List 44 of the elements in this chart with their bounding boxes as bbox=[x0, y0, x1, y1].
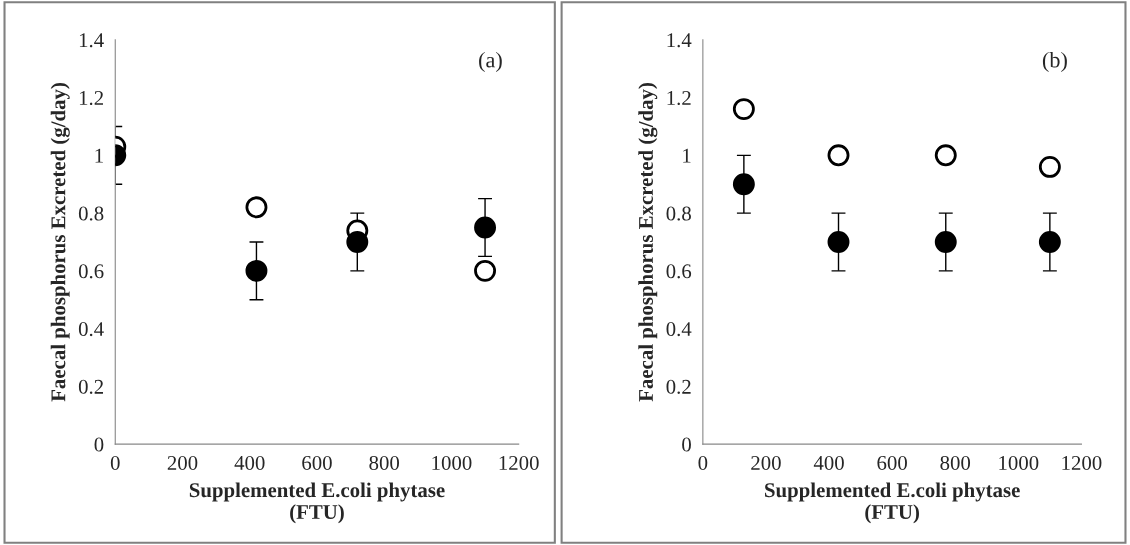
x-tick-label: 200 bbox=[751, 455, 781, 470]
y-tick-label: 1.2 bbox=[79, 90, 103, 106]
x-tick-label: 0 bbox=[698, 455, 708, 470]
y-tick-label: 1.2 bbox=[667, 90, 691, 106]
point bbox=[827, 144, 850, 167]
y-tick-label: 1.4 bbox=[667, 33, 692, 48]
x-tick-label: 800 bbox=[940, 455, 971, 470]
y-tick-label: 0.6 bbox=[78, 264, 104, 279]
x-tick-label: 400 bbox=[234, 455, 265, 470]
x-tick-label: 1000 bbox=[432, 455, 472, 470]
x-axis-title: Supplemented E.coli phytase (FTU) bbox=[765, 482, 1020, 524]
point bbox=[732, 98, 755, 121]
point bbox=[934, 144, 957, 167]
y-tick-label: 1 bbox=[95, 148, 103, 163]
point bbox=[934, 231, 957, 253]
y-tick-label: 0.2 bbox=[78, 379, 103, 394]
y-tick-label: 0.8 bbox=[78, 206, 104, 221]
x-tick-label: 0 bbox=[110, 455, 120, 470]
y-tick-label: 1.4 bbox=[79, 33, 104, 48]
point bbox=[1038, 231, 1061, 253]
x-tick-label: 1200 bbox=[1062, 455, 1102, 470]
x-tick-label: 1200 bbox=[499, 455, 539, 470]
x-tick-label: 600 bbox=[302, 455, 332, 470]
y-tick-label: 0 bbox=[682, 437, 691, 452]
y-axis-title: Faecal phosphorus Excreted (g/day) bbox=[638, 83, 658, 402]
x-axis-title: Supplemented E.coli phytase (FTU) bbox=[189, 482, 445, 524]
x-tick-label: 400 bbox=[813, 455, 844, 470]
annotation: (b) bbox=[1042, 51, 1067, 73]
point bbox=[1038, 155, 1061, 178]
x-tick-label: 200 bbox=[167, 455, 198, 470]
y-tick-label: 0.6 bbox=[666, 264, 692, 279]
x-tick-label: 600 bbox=[877, 455, 907, 470]
y-axis-title: Faecal phosphorus Excreted (g/day) bbox=[50, 83, 70, 402]
x-tick-label: 1000 bbox=[999, 455, 1039, 470]
point bbox=[827, 231, 850, 253]
y-tick-label: 0 bbox=[94, 437, 104, 452]
y-tick-label: 0.8 bbox=[666, 206, 691, 221]
x-tick-label: 800 bbox=[369, 455, 400, 470]
point bbox=[732, 173, 755, 196]
y-tick-label: 1 bbox=[683, 148, 691, 163]
y-tick-label: 0.4 bbox=[78, 322, 104, 337]
y-tick-label: 0.4 bbox=[666, 322, 692, 337]
y-tick-label: 0.2 bbox=[666, 379, 691, 394]
annotation: (a) bbox=[479, 51, 502, 73]
